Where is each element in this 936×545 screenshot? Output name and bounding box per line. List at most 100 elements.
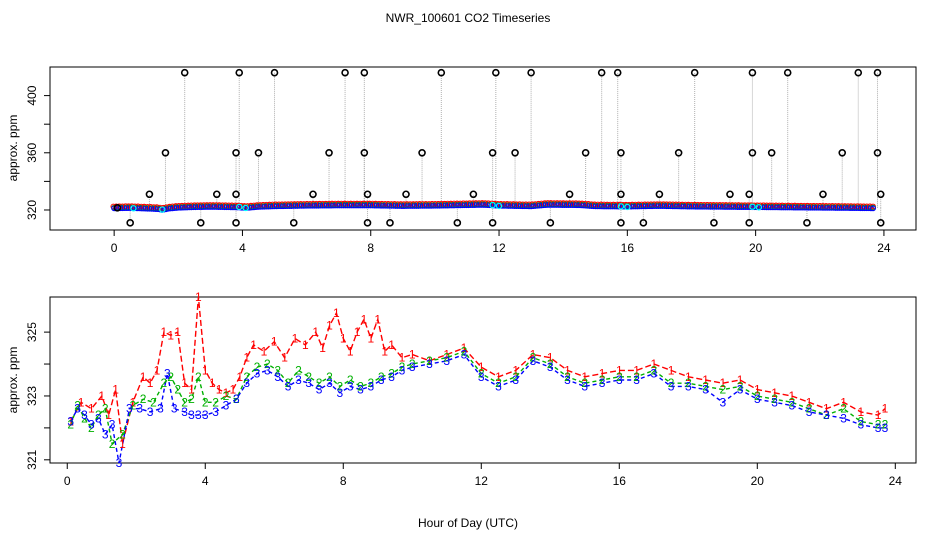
- series-2-marker: 2: [295, 363, 302, 377]
- series-3-marker: 3: [126, 402, 133, 416]
- spike-marker: [196, 219, 205, 227]
- series-1-marker: 1: [426, 354, 433, 368]
- series-2-marker: 2: [188, 392, 195, 406]
- series-2-marker: 2: [399, 360, 406, 374]
- series-3-marker: 3: [195, 408, 202, 422]
- series-3-marker: 3: [202, 408, 209, 422]
- spike-marker: [232, 148, 240, 157]
- series-2-marker: 2: [461, 344, 468, 358]
- spike-marker: [161, 148, 170, 157]
- series-2-marker: 2: [129, 399, 136, 413]
- series-3-marker: 3: [719, 395, 726, 409]
- bottom-x-tick-label: 0: [64, 474, 71, 488]
- series-2-marker: 2: [274, 363, 281, 377]
- series-1-marker: 1: [195, 290, 202, 304]
- spike-marker: [113, 204, 122, 212]
- series-2-marker: 2: [326, 370, 333, 384]
- series-1-marker: 1: [702, 373, 709, 387]
- series-3-marker: 3: [512, 373, 519, 387]
- series-1-marker: 1: [409, 347, 416, 361]
- series-1-marker: 1: [388, 338, 395, 352]
- series-3-marker: 3: [564, 373, 571, 387]
- spike-marker: [363, 190, 372, 199]
- series-1-marker: 1: [754, 383, 761, 397]
- x-axis-label: Hour of Day (UTC): [418, 516, 518, 530]
- series-1-marker: 1: [581, 370, 588, 384]
- series-1-marker: 1: [616, 363, 623, 377]
- series-1-marker: 1: [512, 363, 519, 377]
- series-3-marker: 3: [788, 399, 795, 413]
- spike-marker: [232, 190, 240, 199]
- spike-marker: [341, 68, 349, 77]
- cyan-marker: [130, 205, 137, 212]
- spike-marker: [360, 148, 369, 157]
- series-1-marker: 1: [771, 386, 778, 400]
- cyan-marker: [236, 203, 243, 211]
- series-2-marker: 2: [264, 357, 271, 371]
- spike-marker: [783, 68, 792, 77]
- series-1-marker: 1: [98, 389, 105, 403]
- spike-marker: [254, 148, 263, 157]
- spike-marker: [617, 219, 625, 227]
- series-2-marker: 2: [119, 427, 126, 441]
- series-2-marker: 2: [181, 395, 188, 409]
- spike-marker: [854, 68, 863, 77]
- series-3-marker: 3: [771, 395, 778, 409]
- series-2-marker: 2: [88, 421, 95, 435]
- top-x-tick-label: 0: [111, 241, 118, 255]
- series-2-marker: 2: [547, 357, 554, 371]
- spike-marker: [876, 190, 885, 199]
- cyan-marker: [489, 201, 496, 209]
- top-x-tick-label: 4: [239, 241, 246, 255]
- series-3-marker: 3: [357, 383, 364, 397]
- series-3-marker: 3: [188, 408, 195, 422]
- series-1-marker: 1: [495, 370, 502, 384]
- series-3-marker: 3: [599, 376, 606, 390]
- series-3-marker: 3: [347, 379, 354, 393]
- series-2-marker: 2: [102, 402, 109, 416]
- series-2-marker: 2: [633, 370, 640, 384]
- series-1-marker: 1: [806, 395, 813, 409]
- bottom-x-tick-label: 16: [613, 474, 627, 488]
- cyan-marker: [624, 203, 631, 211]
- series-2-marker: 2: [581, 376, 588, 390]
- spike-marker: [232, 219, 240, 227]
- spike-marker: [363, 219, 372, 227]
- bottom-x-tick-label: 4: [202, 474, 209, 488]
- top-plot-frame: [49, 66, 917, 231]
- series-1-marker: 1: [530, 347, 537, 361]
- cyan-marker: [242, 204, 249, 212]
- bottom-series-lines: [70, 296, 886, 464]
- series-2-marker: 2: [388, 367, 395, 381]
- series-1-marker: 1: [788, 389, 795, 403]
- series-2-marker: 2: [882, 418, 889, 432]
- spike-marker: [492, 68, 500, 77]
- spike-marker: [597, 68, 606, 77]
- series-1-marker: 1: [857, 405, 864, 419]
- series-3-marker: 3: [233, 392, 240, 406]
- series-3-marker: 3: [243, 376, 250, 390]
- series-3-marker: 3: [388, 370, 395, 384]
- bottom-y-axis: 321 323 325: [25, 322, 50, 470]
- spike-marker: [145, 190, 154, 199]
- series-2-marker: 2: [840, 402, 847, 416]
- series-1-marker: 1: [374, 312, 381, 326]
- spike-marker: [270, 68, 279, 77]
- series-3-marker: 3: [875, 421, 882, 435]
- spike-marker: [402, 190, 410, 199]
- series-2-marker: 2: [202, 395, 209, 409]
- series-3-marker: 3: [164, 367, 171, 381]
- spike-marker: [617, 190, 625, 199]
- series-1-marker: 1: [381, 344, 388, 358]
- series-2-marker: 2: [357, 379, 364, 393]
- spike-marker: [767, 148, 776, 157]
- series-2-marker: 2: [233, 392, 240, 406]
- series-3-marker: 3: [81, 408, 88, 422]
- series-1-marker: 1: [88, 402, 95, 416]
- series-2-line: [70, 350, 885, 446]
- series-3-marker: 3: [823, 408, 830, 422]
- bottom-x-tick-label: 20: [751, 474, 765, 488]
- series-1-line: [70, 296, 886, 444]
- series-3-marker: 3: [181, 405, 188, 419]
